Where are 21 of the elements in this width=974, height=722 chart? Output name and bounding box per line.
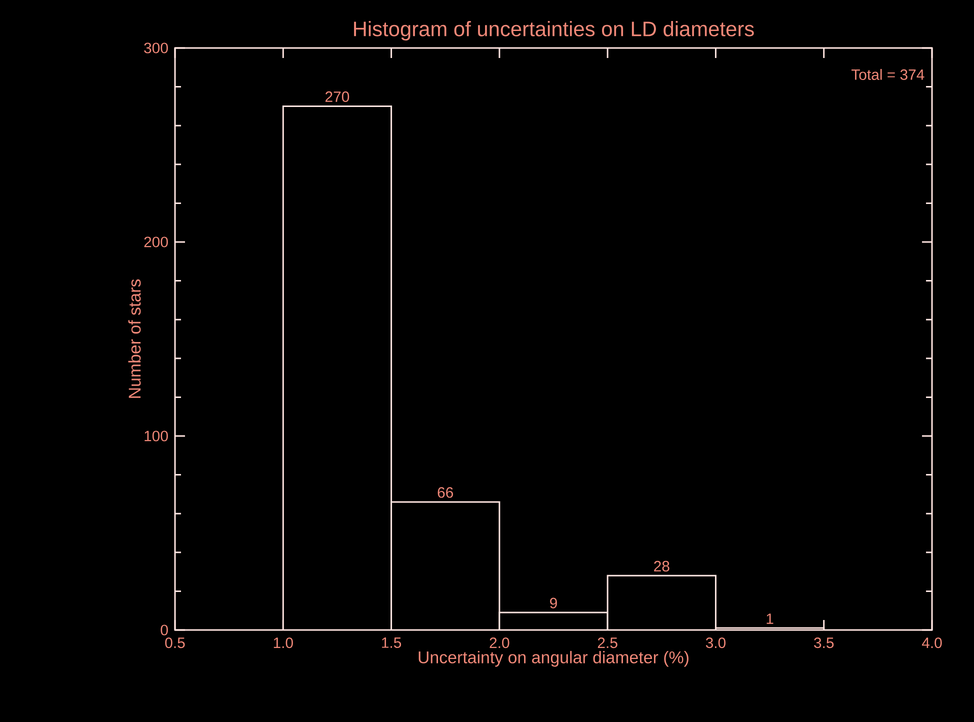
x-tick-label: 3.5 <box>814 638 834 648</box>
x-axis-title: Uncertainty on angular diameter (%) <box>418 650 688 667</box>
x-tick-label: 2.5 <box>598 638 618 648</box>
y-tick-label: 100 <box>144 430 168 442</box>
y-axis-title: Number of stars <box>128 279 141 398</box>
annotation: Total = 374 <box>851 68 924 80</box>
x-tick-label: 0.5 <box>165 638 185 648</box>
y-tick-label: 200 <box>144 236 168 248</box>
data-label: 66 <box>438 487 454 498</box>
data-label: 28 <box>654 560 670 572</box>
y-tick-label: 0 <box>160 624 168 636</box>
data-label: 9 <box>550 598 557 608</box>
x-tick-label: 1.0 <box>274 638 293 648</box>
data-label: 270 <box>326 91 350 102</box>
data-label: 1 <box>766 614 774 624</box>
chart-title: Histogram of uncertainties on LD diameters <box>354 21 754 40</box>
y-tick-label: 300 <box>144 42 168 54</box>
x-tick-label: 1.5 <box>382 638 402 648</box>
x-tick-label: 2.0 <box>490 638 510 648</box>
x-tick-label: 3.0 <box>706 638 726 648</box>
x-tick-label: 4.0 <box>922 638 942 648</box>
